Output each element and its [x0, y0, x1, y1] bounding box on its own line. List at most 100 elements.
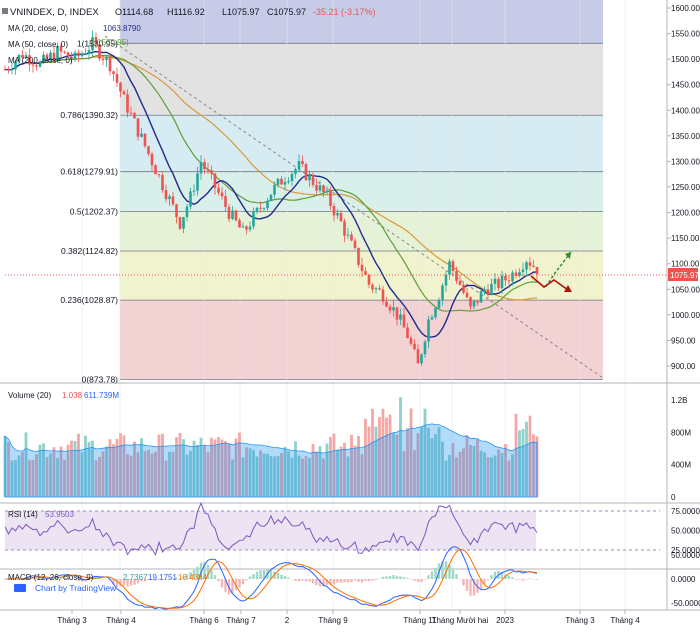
macd-legend-v2: 19.1751 [148, 573, 177, 582]
volume-bar [28, 460, 31, 497]
candle-body [129, 112, 133, 114]
candle-body [294, 169, 297, 174]
macd-histogram-bar [423, 579, 427, 580]
macd-histogram-bar [199, 562, 203, 579]
candle-body [318, 185, 322, 191]
price-tick-label: 900.00 [671, 362, 696, 371]
volume-bar [140, 438, 143, 497]
volume-bar [255, 456, 259, 497]
volume-bar [94, 460, 98, 497]
candle-body [245, 226, 248, 230]
macd-histogram-bar [392, 575, 395, 579]
volume-bar [395, 434, 399, 497]
volume-bar [423, 408, 427, 497]
macd-histogram-bar [115, 579, 119, 587]
macd-histogram-bar [73, 579, 77, 580]
volume-bar [350, 434, 353, 497]
candle-body [343, 221, 346, 236]
macd-histogram-bar [535, 579, 539, 580]
price-tick-label: 1050.00 [671, 285, 700, 294]
macd-histogram-bar [402, 577, 406, 579]
candle-body [392, 307, 395, 311]
candle-body [462, 284, 465, 293]
macd-histogram-bar [500, 571, 504, 579]
candle-body [329, 190, 332, 206]
fibonacci-zones [120, 0, 603, 380]
candle-body [423, 341, 427, 355]
volume-bar [308, 457, 311, 497]
header: VNINDEX, D, INDEX O1114.68 H1116.92 L107… [2, 7, 376, 65]
volume-bar [441, 441, 444, 497]
candle-body [126, 94, 129, 113]
candle-body [269, 194, 273, 201]
candle-body [441, 285, 444, 300]
volume-bar [227, 443, 231, 497]
macd-histogram-bar [59, 576, 63, 579]
candle-body [136, 118, 140, 137]
volume-axis: 1.2B 800M 400M 0 [671, 396, 691, 502]
macd-histogram-bar [294, 579, 297, 581]
macd-histogram-bar [77, 579, 80, 582]
candle-body [63, 51, 66, 53]
price-tick-label: 1250.00 [671, 183, 700, 192]
macd-tick-label: -50.0000 [671, 599, 700, 608]
volume-bar [21, 452, 24, 497]
candle-body [469, 297, 472, 307]
volume-bar [171, 451, 175, 497]
volume-bar [399, 397, 402, 497]
volume-bar [262, 453, 266, 497]
header-symbol: VNINDEX, D, INDEX [10, 7, 99, 18]
volume-bar [84, 435, 87, 497]
macd-histogram-bar [171, 578, 175, 580]
macd-histogram-bar [388, 575, 392, 579]
price-axis: 1600.00 1550.00 1500.00 1450.00 1400.00 1350.… [667, 4, 700, 371]
macd-histogram-bar [448, 564, 451, 579]
macd-histogram-bar [469, 579, 472, 596]
price-tick-label: 1000.00 [671, 311, 700, 320]
volume-bar [434, 434, 437, 497]
macd-histogram-bar [154, 579, 157, 581]
macd-histogram-bar [164, 579, 168, 580]
macd-histogram-bar [129, 579, 133, 586]
candle-body [301, 161, 304, 164]
macd-histogram-bar [259, 570, 262, 579]
price-tick-label: 1100.00 [671, 260, 700, 269]
volume-bar [10, 460, 14, 497]
macd-histogram-bar [189, 572, 192, 579]
candle-body [290, 173, 294, 181]
volume-bar [70, 440, 73, 497]
volume-bar [52, 447, 56, 497]
candle-body [346, 234, 350, 236]
brand-text: Chart by TradingView [35, 583, 117, 593]
volume-tick-label: 1.2B [671, 396, 687, 405]
macd-histogram-bar [269, 569, 273, 579]
macd-histogram-bar [157, 578, 161, 580]
header-change: -35.21 (-3.17%) [313, 7, 376, 17]
macd-legend-v1: 2.7367 [123, 573, 148, 582]
candle-body [465, 292, 469, 298]
volume-bar [269, 455, 273, 497]
volume-bar [98, 456, 101, 497]
volume-legend-v1: 1.038 [62, 391, 83, 400]
candle-body [80, 53, 84, 57]
ma20-line [4, 50, 538, 338]
candle-body [255, 207, 259, 212]
macd-histogram-bar [521, 579, 525, 581]
macd-histogram-bar [38, 579, 42, 580]
fib-level-label: 1(1530.95) [77, 38, 118, 48]
header-low: L1075.97 [222, 7, 260, 17]
candle-body [231, 210, 234, 219]
ma50-legend-value: 1(1530.95) [90, 38, 129, 47]
rsi-line [4, 501, 538, 556]
fib-level-label: 0.382(1124.82) [61, 246, 118, 256]
volume-bar [182, 439, 185, 497]
volume-bar [143, 451, 147, 497]
candle-body [101, 58, 105, 61]
macd-tick-label: 0.0000 [671, 575, 696, 584]
macd-histogram-bar [493, 571, 497, 579]
candle-body [35, 65, 38, 67]
rsi-tick-label: 75.0000 [671, 507, 700, 516]
candle-body [56, 45, 59, 61]
candle-body [45, 54, 49, 59]
volume-bar [168, 451, 171, 497]
